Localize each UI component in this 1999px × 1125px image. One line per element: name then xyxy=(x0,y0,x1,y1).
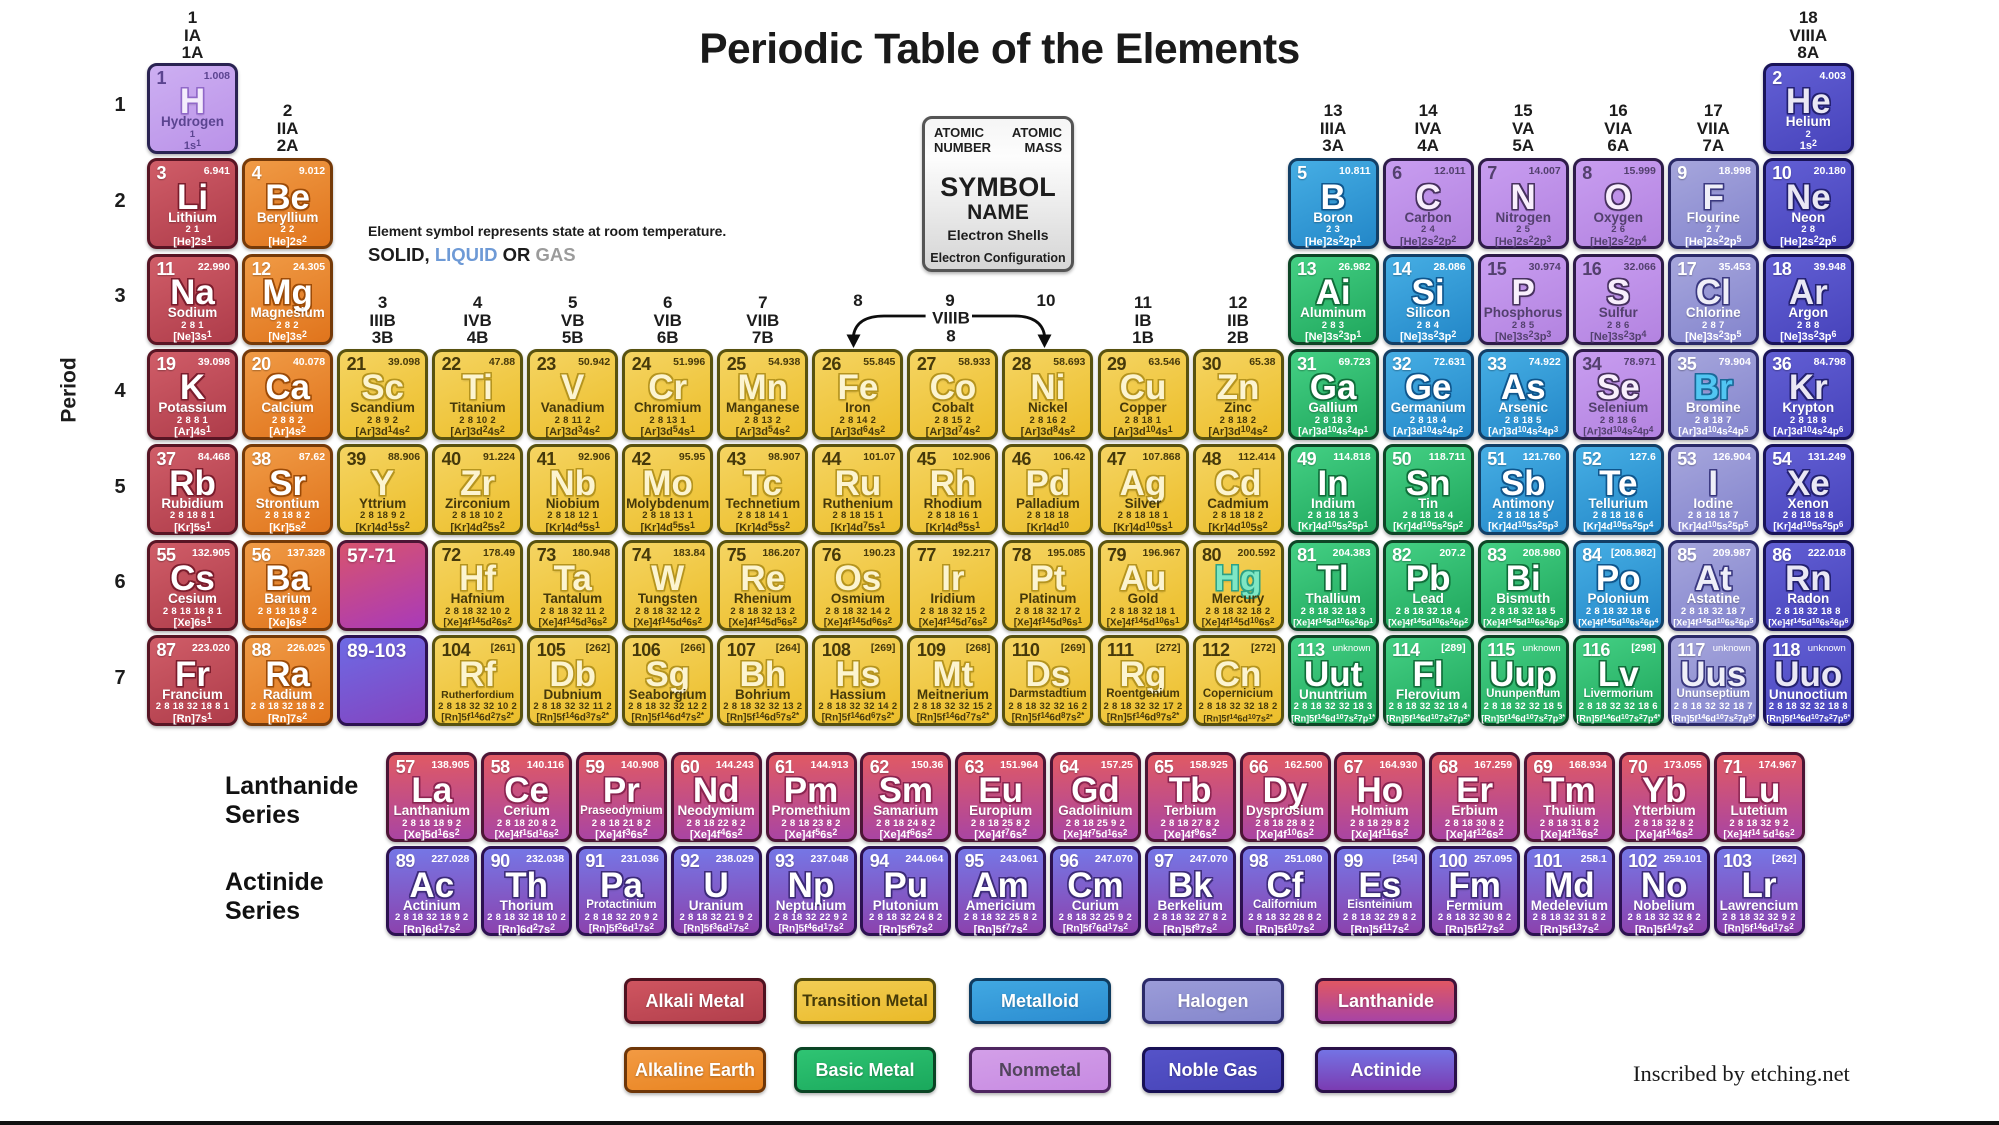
svg-text:9: 9 xyxy=(945,291,954,310)
svg-text:10: 10 xyxy=(1037,291,1056,310)
svg-text:VIIIB: VIIIB xyxy=(932,309,970,328)
svg-text:8: 8 xyxy=(853,291,862,310)
svg-text:8: 8 xyxy=(946,327,955,346)
